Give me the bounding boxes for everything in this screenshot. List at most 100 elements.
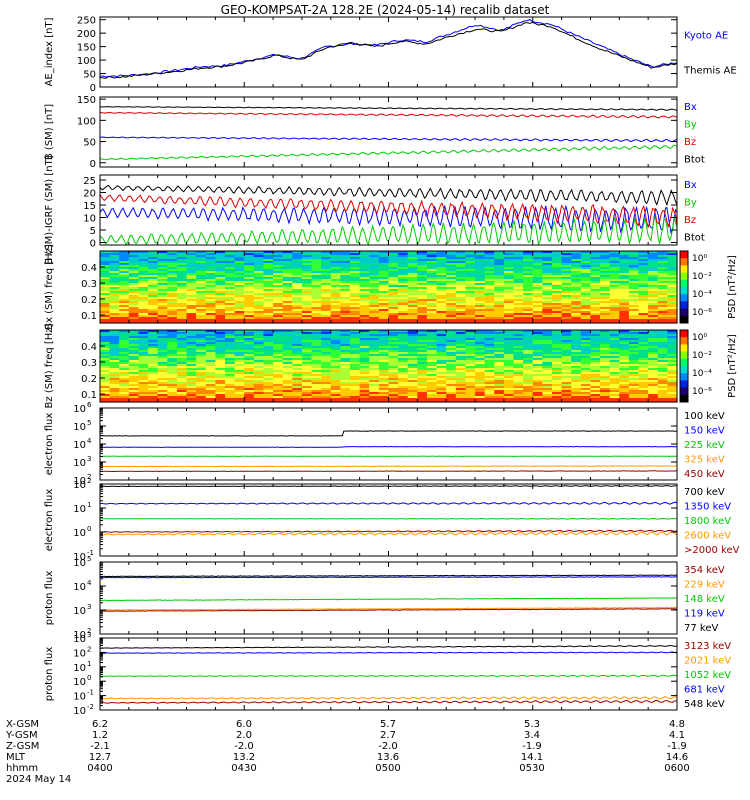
panel-bzspec-cell xyxy=(148,352,159,355)
panel-bzspec-cell xyxy=(196,364,207,367)
panel-bxspec-colorbar-label: PSD [nT²/Hz] xyxy=(727,255,738,319)
panel-bzspec-ytick-label: 0.1 xyxy=(81,390,97,401)
panel-bzspec-cell xyxy=(157,380,168,383)
panel-bzspec-cell xyxy=(138,388,149,391)
panel-bxspec-cell xyxy=(513,273,524,276)
panel-bxspec-cell xyxy=(523,305,534,308)
panel-bxspec-cell xyxy=(119,289,130,292)
panel-bzspec-cell xyxy=(100,362,111,365)
panel-bzspec-cell xyxy=(609,380,620,383)
panel-bxspec-cell xyxy=(215,303,226,306)
panel-bxspec-cell xyxy=(205,257,216,260)
panel-bzspec-cell xyxy=(455,388,467,391)
panel-elec1-ytick-label: 10 xyxy=(73,458,86,469)
panel-bzspec-cell xyxy=(282,398,293,401)
panel-bxspec-cell xyxy=(292,295,303,298)
panel-bzspec-cell xyxy=(253,378,265,381)
panel-bxspec-cell xyxy=(657,311,668,314)
panel-bxspec-cell xyxy=(398,263,409,266)
panel-bxspec-cell xyxy=(128,297,140,300)
panel-bzspec-cell xyxy=(551,352,563,355)
panel-bzspec-cell xyxy=(609,366,620,369)
panel-bxspec-cell xyxy=(350,293,361,296)
panel-bzspec-cell xyxy=(503,368,515,371)
panel-bzspec-cell xyxy=(138,390,149,393)
panel-bzspec-cell xyxy=(234,362,245,365)
panel-bxspec-cell xyxy=(273,291,284,294)
panel-bzspec-cell xyxy=(417,366,428,369)
panel-bzspec-cell xyxy=(465,338,476,341)
panel-bzspec-cell xyxy=(369,380,380,383)
panel-bxspec-cell xyxy=(378,261,390,264)
panel-bzspec-cell xyxy=(215,334,226,337)
panel-elec2-legend-0: 700 keV xyxy=(684,487,725,498)
panel-bzspec-cell xyxy=(465,352,476,355)
panel-bxspec-cell xyxy=(215,309,226,312)
panel-bxspec-cell xyxy=(138,305,149,308)
panel-elec2-frame xyxy=(99,483,678,557)
panel-bzspec-cell xyxy=(619,400,630,403)
panel-bzspec-cell xyxy=(292,344,303,347)
panel-bxspec-cell xyxy=(484,287,495,290)
panel-bzspec-cell xyxy=(398,332,409,335)
panel-bzspec-cell xyxy=(513,358,524,361)
panel-bxspec-cell xyxy=(398,313,409,316)
panel-bxspec-cell xyxy=(628,293,640,296)
panel-bzspec-cell xyxy=(138,400,149,403)
panel-bzspec-cell xyxy=(561,332,572,335)
panel-bxspec-cell xyxy=(100,305,111,308)
panel-bzspec-cell xyxy=(648,364,659,367)
panel-bxspec-cell xyxy=(263,307,274,310)
panel-bxspec-cell xyxy=(657,291,668,294)
panel-bzspec-cell xyxy=(446,330,457,333)
panel-bxspec-cell xyxy=(648,281,659,284)
panel-bxspec-cell xyxy=(119,299,130,302)
panel-bxspec-cell xyxy=(350,285,361,288)
panel-bzspec-cell xyxy=(176,354,188,357)
panel-bxspec-cell xyxy=(657,283,668,286)
panel-bzspec-cell xyxy=(436,396,447,399)
panel-bzspec-cell xyxy=(340,392,351,395)
panel-bxspec-cell xyxy=(186,299,197,302)
panel-bzspec-cell xyxy=(551,366,563,369)
panel-bxspec-cell xyxy=(465,257,476,260)
panel-bxspec-cell xyxy=(600,313,611,316)
panel-bxspec-cell xyxy=(119,271,130,274)
panel-bxspec-cell xyxy=(571,253,582,256)
panel-bzspec-cell xyxy=(542,364,553,367)
panel-bxspec-cell xyxy=(503,307,515,310)
panel-bzspec-cell xyxy=(542,368,553,371)
panel-prot1-legend-2: 148 keV xyxy=(684,594,725,605)
panel-bzspec-cell xyxy=(215,346,226,349)
panel-bxspec-cell xyxy=(234,267,245,270)
panel-bzspec-cell xyxy=(301,370,313,373)
panel-bzspec-cell xyxy=(196,400,207,403)
panel-bzspec-cell xyxy=(378,394,390,397)
panel-bzspec-cell xyxy=(225,380,236,383)
panel-bxspec-cell xyxy=(350,251,361,254)
panel-bxspec-cell xyxy=(196,279,207,282)
panel-bzspec-cell xyxy=(494,368,505,371)
panel-bxspec-cell xyxy=(388,293,399,296)
panel-bxspec-cell xyxy=(369,253,380,256)
panel-bxspec-cell xyxy=(148,309,159,312)
panel-bxspec-cell xyxy=(503,297,515,300)
panel-bzspec-cell xyxy=(378,342,390,345)
panel-bzspec-cell xyxy=(580,400,592,403)
panel-bzspec-cell xyxy=(167,358,178,361)
panel-bzspec-cell xyxy=(455,350,467,353)
panel-bzspec-cell xyxy=(311,344,322,347)
panel-bxspec-cell xyxy=(532,285,543,288)
panel-bzspec-cell xyxy=(138,344,149,347)
panel-prot1-ytick-exp: 5 xyxy=(87,555,91,563)
panel-bzspec-cell xyxy=(513,400,524,403)
panel-bzspec-cell xyxy=(157,392,168,395)
panel-bxspec-cell xyxy=(215,285,226,288)
panel-bxspec-cell xyxy=(638,291,649,294)
panel-bzspec-cell xyxy=(244,364,255,367)
panel-bzspec-cell xyxy=(292,378,303,381)
panel-bzspec-cell xyxy=(523,336,534,339)
panel-bzspec-cell xyxy=(590,332,601,335)
panel-bxspec-cell xyxy=(619,255,630,258)
panel-bxspec-cell xyxy=(628,267,640,270)
